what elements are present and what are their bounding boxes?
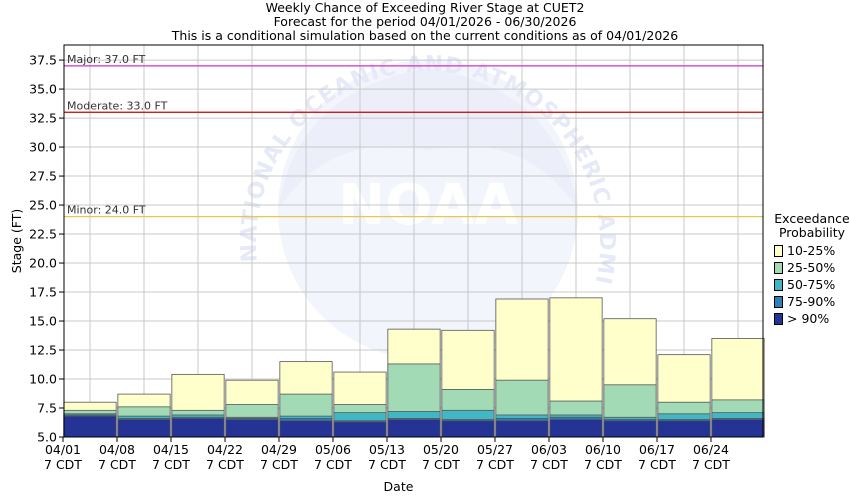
x-tick-label-time: 7 CDT (98, 457, 136, 472)
legend-item-10-25: 10-25% (774, 242, 850, 259)
y-tick-label: 37.5 (29, 53, 57, 68)
y-tick-label: 35.0 (29, 82, 57, 97)
legend-swatch-50-75 (774, 278, 783, 291)
x-tick-label-time: 7 CDT (476, 457, 514, 472)
bar-90-11 (657, 420, 711, 438)
x-tick-label-date: 05/13 (369, 442, 405, 457)
threshold-label-0: Major: 37.0 FT (67, 53, 146, 66)
y-axis-label: Stage (FT) (9, 209, 24, 273)
legend-label-50-75: 50-75% (787, 277, 836, 292)
x-tick-label-date: 04/22 (207, 442, 243, 457)
x-tick-label-date: 05/20 (423, 442, 459, 457)
legend-swatch-gt-90 (774, 312, 783, 325)
legend-item-75-90: 75-90% (774, 293, 850, 310)
x-tick-label-time: 7 CDT (368, 457, 406, 472)
legend-swatch-10-25 (774, 244, 783, 257)
legend-item-50-75: 50-75% (774, 276, 850, 293)
bar-90-12 (711, 419, 765, 438)
y-tick-label: 7.5 (37, 401, 57, 416)
x-tick-label-date: 04/29 (261, 442, 297, 457)
y-tick-label: 20.0 (29, 256, 57, 271)
threshold-label-2: Minor: 24.0 FT (67, 204, 146, 217)
chart-title-line-3: This is a conditional simulation based o… (171, 28, 679, 43)
legend-label-10-25: 10-25% (787, 243, 836, 258)
y-tick-label: 30.0 (29, 140, 57, 155)
legend-title-line-2: Probability (778, 225, 846, 240)
bar-90-8 (495, 420, 549, 438)
legend-label-75-90: 75-90% (787, 294, 836, 309)
x-tick-label-date: 05/06 (315, 442, 351, 457)
x-tick-label-time: 7 CDT (44, 457, 82, 472)
x-tick-label-date: 06/24 (693, 442, 729, 457)
y-tick-label: 5.0 (37, 430, 57, 445)
legend-item-gt-90: > 90% (774, 310, 850, 327)
legend-swatch-25-50 (774, 261, 783, 274)
legend-swatch-75-90 (774, 295, 783, 308)
bar-90-9 (549, 419, 603, 438)
y-tick-label: 15.0 (29, 314, 57, 329)
threshold-label-1: Moderate: 33.0 FT (67, 99, 168, 112)
legend-label-gt-90: > 90% (787, 311, 830, 326)
x-tick-label-date: 04/15 (153, 442, 189, 457)
x-tick-label-time: 7 CDT (260, 457, 298, 472)
x-tick-label-time: 7 CDT (692, 457, 730, 472)
chart-title-line-2: Forecast for the period 04/01/2026 - 06/… (273, 14, 577, 29)
legend-title-line-1: Exceedance (774, 211, 850, 226)
x-tick-label-date: 04/01 (45, 442, 81, 457)
x-tick-label-date: 06/17 (639, 442, 675, 457)
legend: Exceedance Probability 10-25% 25-50% 50-… (772, 212, 850, 327)
y-tick-label: 27.5 (29, 169, 57, 184)
bar-90-3 (225, 419, 279, 438)
bar-90-5 (333, 421, 387, 438)
x-tick-label-time: 7 CDT (422, 457, 460, 472)
watermark-disc (278, 60, 578, 360)
x-tick-label-time: 7 CDT (206, 457, 244, 472)
x-tick-label-time: 7 CDT (638, 457, 676, 472)
bar-90-6 (387, 419, 441, 438)
x-axis-label: Date (384, 479, 414, 494)
y-tick-label: 17.5 (29, 285, 57, 300)
x-tick-label-date: 04/08 (99, 442, 135, 457)
bar-90-4 (279, 420, 333, 438)
x-tick-label-time: 7 CDT (314, 457, 352, 472)
x-tick-label-date: 06/10 (585, 442, 621, 457)
legend-item-25-50: 25-50% (774, 259, 850, 276)
bar-90-7 (441, 420, 495, 438)
watermark-bird (278, 68, 578, 210)
y-tick-label: 25.0 (29, 198, 57, 213)
plot-frame (63, 44, 764, 438)
y-tick-label: 22.5 (29, 227, 57, 242)
x-tick-label-date: 06/03 (531, 442, 567, 457)
bar-90-0 (63, 415, 117, 438)
x-tick-label-time: 7 CDT (530, 457, 568, 472)
y-tick-label: 32.5 (29, 111, 57, 126)
x-tick-label-time: 7 CDT (584, 457, 622, 472)
y-tick-label: 12.5 (29, 343, 57, 358)
chart-title-line-1: Weekly Chance of Exceeding River Stage a… (265, 0, 585, 15)
x-tick-label-date: 05/27 (477, 442, 513, 457)
bar-90-2 (171, 418, 225, 438)
bar-90-1 (117, 419, 171, 438)
y-tick-label: 10.0 (29, 372, 57, 387)
bar-90-10 (603, 420, 657, 438)
legend-label-25-50: 25-50% (787, 260, 836, 275)
x-tick-label-time: 7 CDT (152, 457, 190, 472)
